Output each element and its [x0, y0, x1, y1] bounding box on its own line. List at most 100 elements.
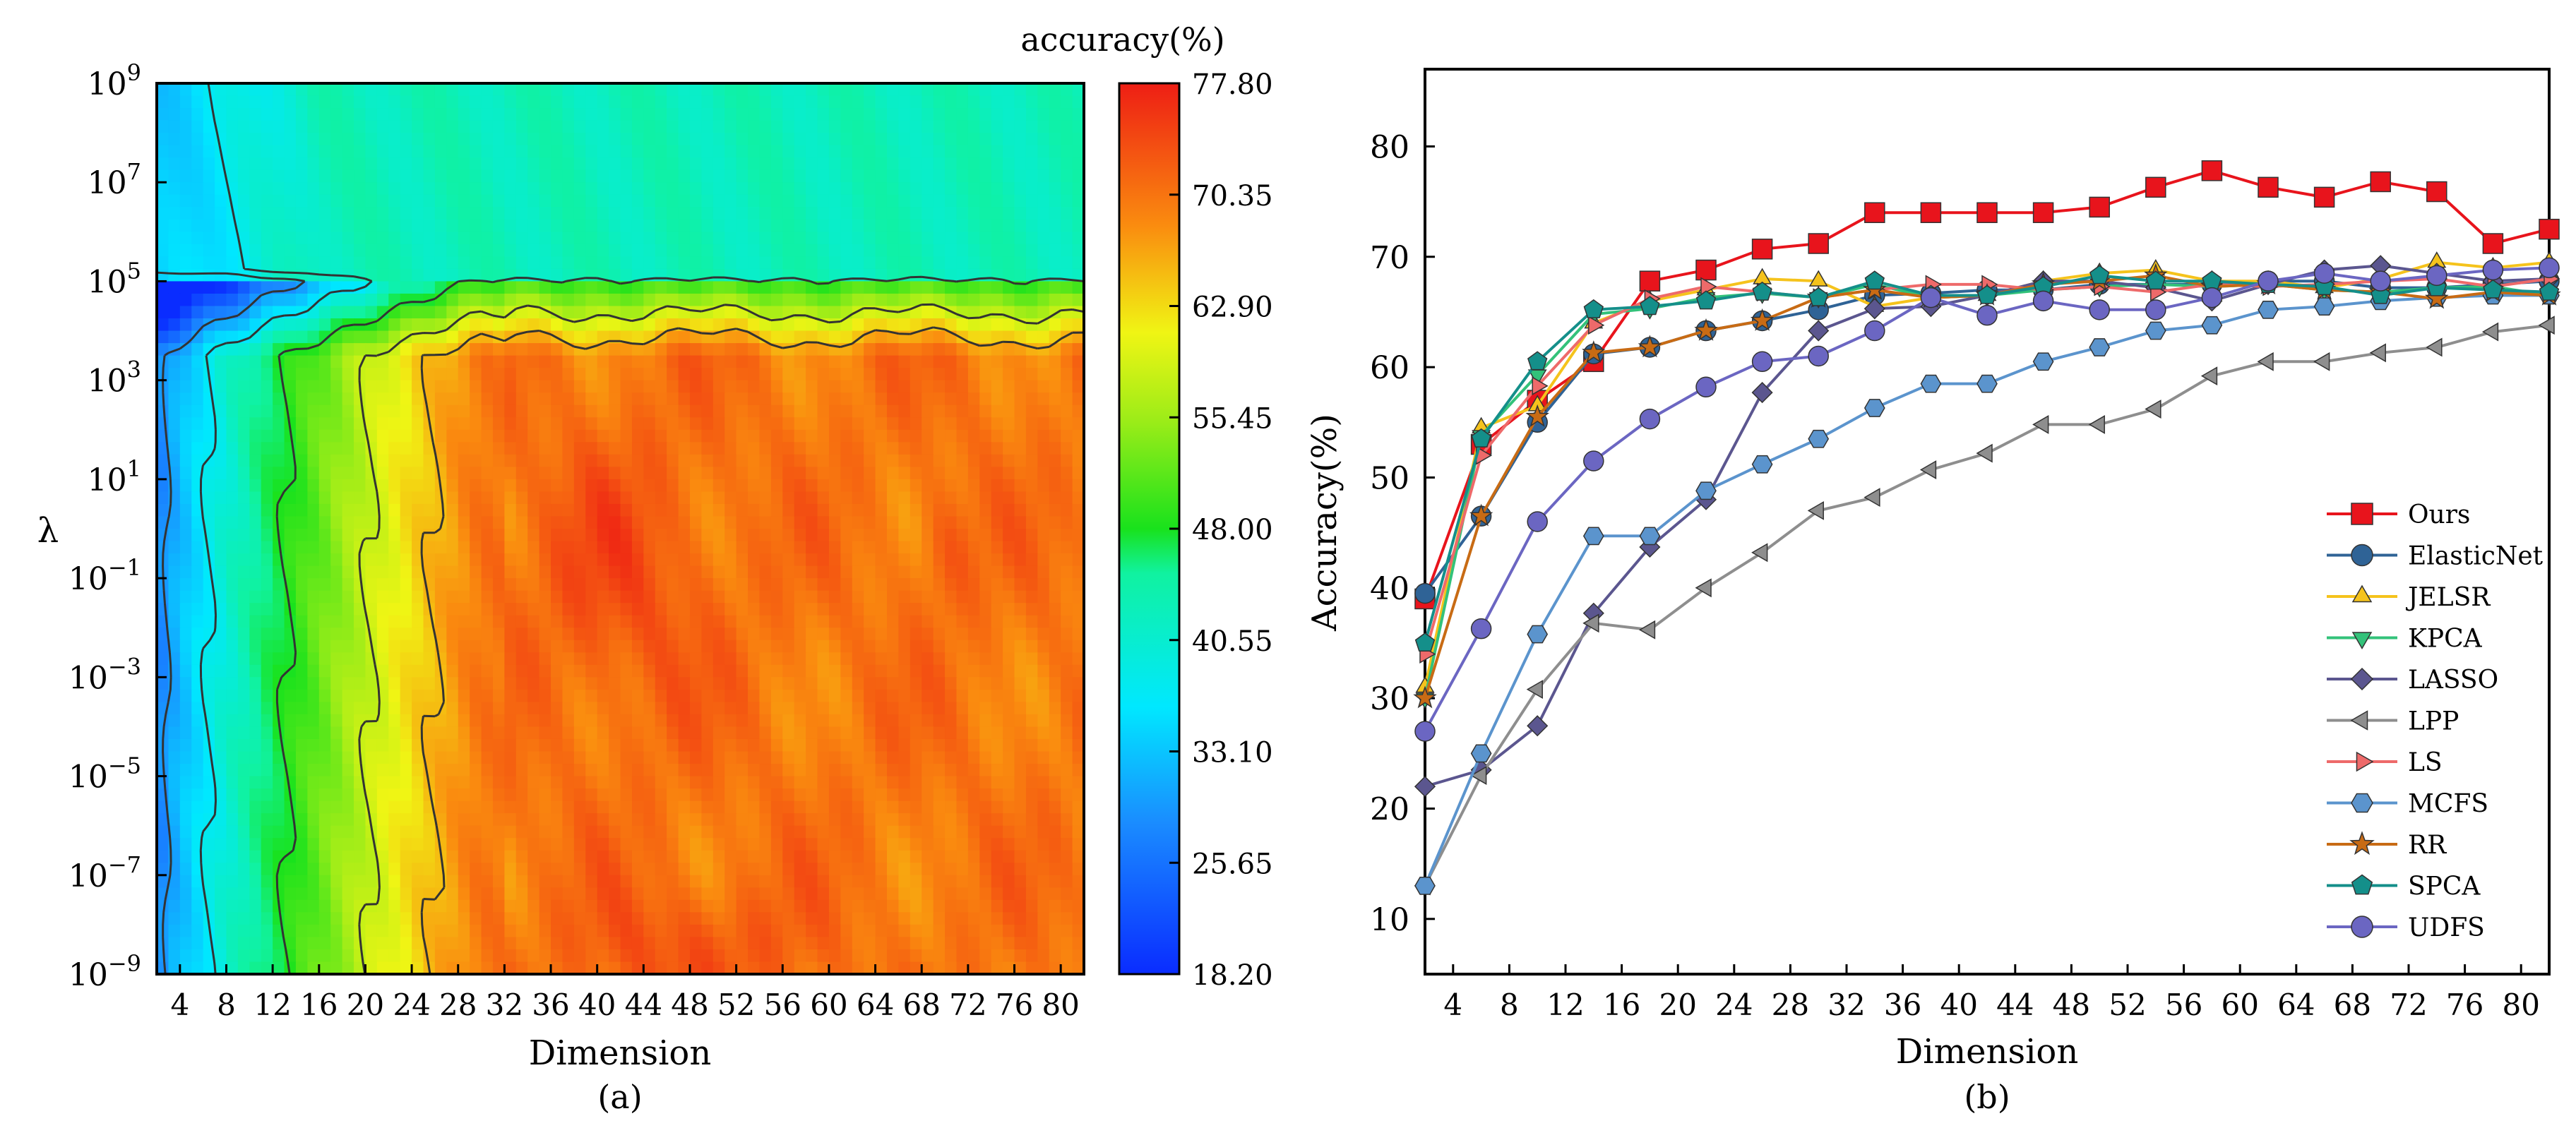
heatmap-cell	[898, 467, 911, 480]
heatmap-cell	[956, 454, 969, 468]
heatmap-cell	[179, 207, 193, 220]
heatmap-cell	[470, 813, 482, 827]
heatmap-cell	[539, 95, 551, 109]
heatmap-cell	[215, 442, 227, 455]
heatmap-cell	[330, 467, 343, 480]
heatmap-cell	[458, 429, 470, 443]
heatmap-cell	[215, 256, 227, 270]
heatmap-cell	[1014, 553, 1027, 567]
heatmap-cell	[875, 764, 888, 777]
heatmap-cell	[1014, 516, 1027, 529]
heatmap-cell	[620, 392, 633, 406]
heatmap-cell	[759, 182, 772, 196]
heatmap-cell	[215, 244, 227, 258]
heatmap-cell	[423, 145, 436, 158]
heatmap-cell	[667, 764, 679, 777]
heatmap-cell	[330, 738, 343, 752]
heatmap-cell	[910, 664, 923, 678]
heatmap-cell	[504, 565, 517, 579]
heatmap-cell	[481, 355, 494, 368]
heatmap-cell	[631, 516, 645, 529]
heatmap-cell	[307, 169, 320, 184]
heatmap-cell	[724, 145, 737, 158]
heatmap-cell	[898, 95, 911, 109]
heatmap-cell	[991, 825, 1003, 839]
heatmap-cell	[307, 813, 320, 827]
heatmap-cell	[261, 442, 273, 455]
heatmap-cell	[412, 293, 424, 307]
heatmap-cell	[400, 702, 412, 715]
heatmap-cell	[1061, 615, 1073, 629]
heatmap-cell	[794, 565, 806, 579]
heatmap-cell	[689, 714, 703, 728]
heatmap-cell	[226, 640, 239, 654]
heatmap-cell	[701, 714, 714, 728]
heatmap-cell	[979, 813, 992, 827]
heatmap-cell	[330, 429, 343, 443]
heatmap-cell	[828, 800, 842, 814]
heatmap-cell	[551, 281, 564, 294]
heatmap-cell	[412, 503, 424, 517]
heatmap-cell	[712, 702, 726, 715]
heatmap-cell	[689, 281, 703, 294]
heatmap-cell	[840, 380, 853, 393]
heatmap-cell	[967, 702, 981, 715]
heatmap-cell	[770, 714, 784, 728]
heatmap-cell	[470, 516, 482, 529]
heatmap-cell	[620, 281, 633, 294]
heatmap-cell	[828, 83, 842, 97]
heatmap-cell	[1049, 479, 1061, 493]
heatmap-cell	[817, 133, 830, 146]
heatmap-cell	[828, 714, 842, 728]
heatmap-cell	[886, 652, 900, 666]
heatmap-cell	[875, 442, 888, 455]
heatmap-cell	[226, 256, 239, 270]
heatmap-cell	[678, 541, 691, 554]
heatmap-cell	[828, 751, 842, 764]
heatmap-cell	[875, 664, 888, 678]
heatmap-cell	[215, 689, 227, 703]
heatmap-cell	[157, 244, 169, 258]
heatmap-cell	[539, 800, 551, 814]
heatmap-cell	[991, 281, 1003, 294]
heatmap-cell	[342, 738, 354, 752]
heatmap-cell	[782, 628, 795, 641]
heatmap-cell	[412, 738, 424, 752]
heatmap-cell	[852, 714, 864, 728]
heatmap-cell	[551, 380, 564, 393]
heatmap-cell	[643, 232, 656, 245]
heatmap-cell	[539, 491, 551, 505]
heatmap-cell	[840, 615, 853, 629]
heatmap-cell	[434, 714, 448, 728]
heatmap-cell	[748, 603, 761, 616]
heatmap-cell	[354, 578, 366, 592]
heatmap-cell	[458, 664, 470, 678]
heatmap-cell	[376, 207, 390, 220]
heatmap-cell	[376, 120, 390, 133]
heatmap-cell	[1014, 330, 1027, 344]
heatmap-cell	[597, 404, 609, 419]
heatmap-cell	[539, 281, 551, 294]
heatmap-cell	[609, 565, 621, 579]
heatmap-cell	[168, 355, 181, 368]
heatmap-cell	[226, 825, 239, 839]
heatmap-cell	[168, 318, 181, 332]
heatmap-cell	[295, 244, 309, 258]
heatmap-cell	[875, 590, 888, 604]
heatmap-cell	[515, 442, 528, 455]
heatmap-cell	[759, 689, 772, 703]
heatmap-cell	[273, 516, 285, 529]
heatmap-cell	[365, 788, 378, 802]
heatmap-cell	[249, 516, 262, 529]
heatmap-cell	[492, 442, 506, 455]
heatmap-cell	[1003, 207, 1015, 220]
heatmap-cell	[689, 380, 703, 393]
heatmap-cell	[852, 578, 864, 592]
heatmap-cell	[1061, 380, 1073, 393]
heatmap-cell	[655, 503, 667, 517]
heatmap-cell	[330, 751, 343, 764]
heatmap-cell	[318, 714, 331, 728]
heatmap-cell	[701, 232, 714, 245]
heatmap-cell	[678, 157, 691, 171]
heatmap-cell	[724, 306, 737, 319]
